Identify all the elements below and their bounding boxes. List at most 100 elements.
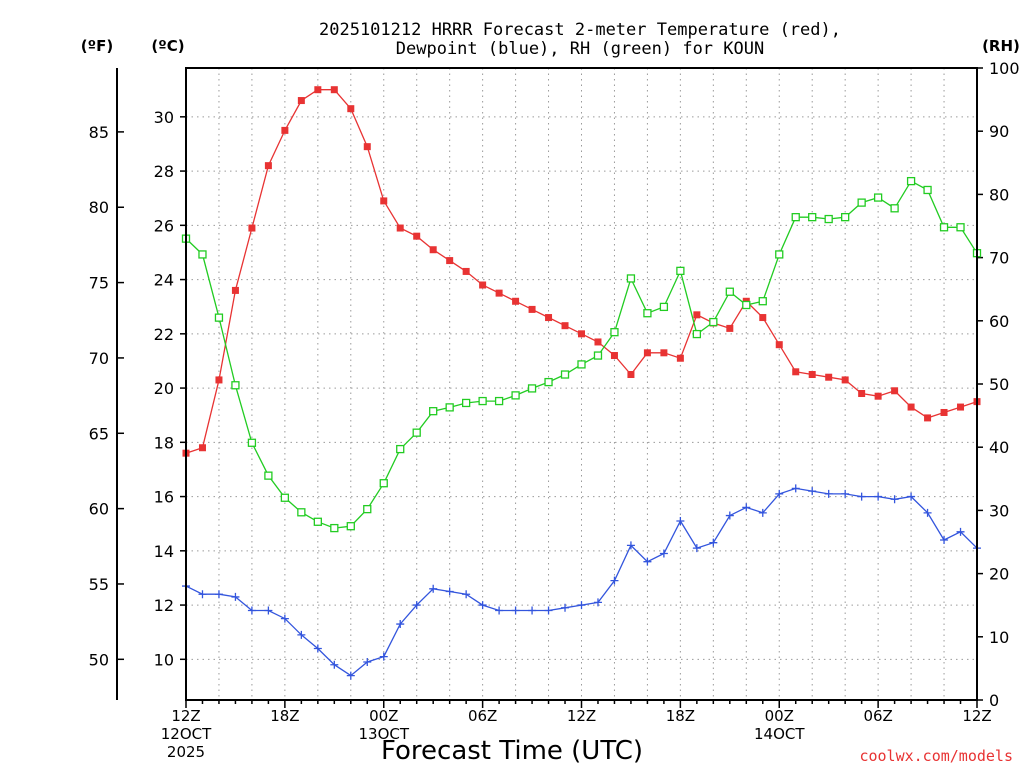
rh-point [494,396,504,406]
temperature-point [676,354,684,362]
rh-point [709,317,718,327]
celsius-tick-label: 26 [154,216,174,235]
celsius-tick-label: 14 [154,542,174,561]
dewpoint-point [907,492,916,501]
rh-point [956,223,965,232]
rh-point [313,517,322,526]
temperature-point [330,86,338,94]
rh-tick-label: 80 [989,185,1009,204]
temperature-point [610,352,618,360]
rh-point [198,250,207,259]
rh-point [939,223,949,232]
dewpoint-point [363,658,372,667]
temperature-point [215,376,223,384]
temperature-point [808,371,816,379]
rh-point [560,370,570,379]
temperature-point [775,341,783,349]
temperature-point [924,414,932,422]
fahrenheit-tick-label: 70 [89,349,109,368]
dewpoint-point [659,549,668,558]
dewpoint-line [185,487,978,677]
dewpoint-point [626,541,635,550]
dewpoint-point [198,590,207,599]
celsius-axis: 10 12 14 16 18 20 22 24 26 28 30 [154,108,186,669]
temperature-point [940,408,948,416]
time-tick-label: 00Z [765,707,794,725]
dewpoint-point [247,606,256,615]
rh-point [330,523,339,533]
rh-point [906,176,916,186]
dewpoint-point [610,576,619,585]
dewpoint-point [808,487,817,496]
rh-tick-label: 50 [989,375,1009,394]
temperature-point [825,373,833,381]
fahrenheit-axis: 50 55 60 65 70 75 80 85 [89,68,124,700]
rh-point [610,328,619,337]
rh-point [659,302,669,312]
rh-tick-label: 90 [989,122,1009,141]
x-axis-title: Forecast Time (UTC) [381,736,643,766]
dewpoint-point [396,620,405,629]
dewpoint-point [330,660,339,669]
dewpoint-point [593,598,602,607]
rh-point [379,479,388,488]
dewpoint-point [445,587,454,596]
dewpoint-point [280,614,289,623]
rh-point [692,329,702,339]
temperature-point [231,286,239,294]
fahrenheit-tick-label: 85 [89,123,109,142]
temperature-point [495,289,503,297]
grid-lines [186,68,977,700]
dewpoint-point [923,508,932,517]
dewpoint-point [841,489,850,498]
rh-point [297,508,306,517]
rh-point [231,381,240,390]
temperature-point [957,403,965,411]
rh-point [346,522,355,531]
dewpoint-point [214,590,223,599]
dewpoint-point [890,495,899,504]
rh-point [725,287,734,296]
dewpoint-point [264,606,273,615]
temperature-point [396,224,404,232]
dewpoint-point [379,652,388,661]
temperature-point [198,444,206,452]
time-tick-label: 2025 [167,743,205,761]
dewpoint-point [544,606,553,615]
rh-point [264,471,273,480]
rh-point [742,300,751,310]
rh-point [429,407,438,416]
temperature-point [248,224,256,232]
rh-point [412,428,421,437]
fahrenheit-tick-label: 50 [89,650,109,669]
rh-point [511,391,520,400]
rh-point [396,444,405,454]
rh-point [577,360,586,369]
dewpoint-point [742,503,751,512]
rh-tick-label: 40 [989,438,1009,457]
rh-point [873,193,883,202]
credit-link[interactable]: coolwx.com/models [859,747,1013,765]
temperature-point [726,324,734,332]
temperature-point [281,126,289,134]
rh-point [247,438,257,447]
rh-point [280,493,290,502]
time-tick-label: 12Z [962,707,991,725]
time-tick-label: 12OCT [161,725,212,743]
rh-tick-label: 20 [989,565,1009,584]
dewpoint-point [692,544,701,553]
rh-point [363,504,372,514]
rh-point [758,297,767,306]
rh-unit-label: (RH) [982,37,1020,55]
celsius-tick-label: 20 [154,379,174,398]
celsius-tick-label: 28 [154,162,174,181]
dewpoint-point [561,603,570,612]
dewpoint-point [824,489,833,498]
dewpoint-point [791,484,800,493]
rh-tick-label: 70 [989,249,1009,268]
dewpoint-point [676,516,685,525]
rh-point [445,403,454,412]
temperature-point [314,86,322,94]
rh-point [890,204,899,213]
temperature-point [841,376,849,384]
